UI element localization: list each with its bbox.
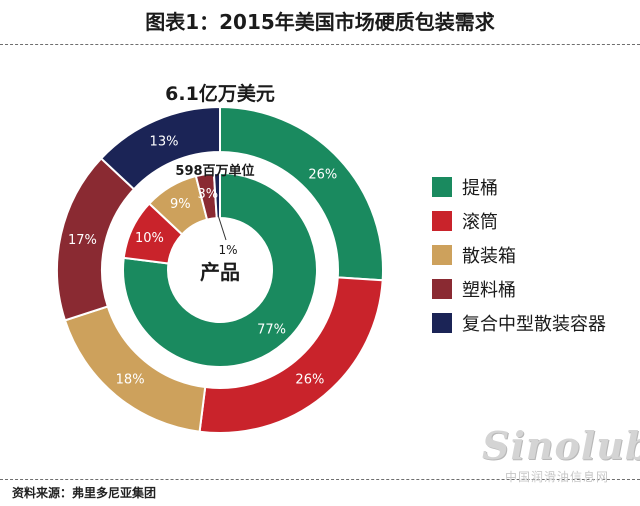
- legend-item: 散装箱: [432, 238, 606, 272]
- inner-slice-1: [122, 171, 318, 368]
- legend-item: 复合中型散装容器: [432, 306, 606, 340]
- inner-ring-title: 598百万单位: [175, 163, 254, 179]
- center-label: 产品: [200, 260, 240, 284]
- legend-swatch: [432, 245, 452, 265]
- slice-labels: 26% 26% 18% 17% 13% 77% 10% 9% 3% 1%: [68, 135, 337, 388]
- legend-swatch: [432, 279, 452, 299]
- inner-slice-5: [212, 171, 221, 220]
- watermark-text: 中国润滑油信息网: [504, 470, 609, 484]
- legend: 提桶 滚筒 散装箱 塑料桶 复合中型散装容器: [432, 170, 606, 340]
- inner-slice-label: 3%: [197, 187, 218, 202]
- inner-slice-label: 9%: [170, 197, 191, 212]
- inner-slice-label: 1%: [218, 243, 237, 257]
- outer-slice-label: 26%: [295, 373, 324, 388]
- legend-swatch: [432, 177, 452, 197]
- outer-slice-label: 18%: [116, 373, 145, 388]
- outer-slice-label: 26%: [308, 167, 337, 182]
- legend-swatch: [432, 313, 452, 333]
- outer-slice-5: [99, 105, 221, 191]
- legend-item: 塑料桶: [432, 272, 606, 306]
- legend-label: 复合中型散装容器: [462, 314, 606, 335]
- legend-item: 提桶: [432, 170, 606, 204]
- legend-swatch: [432, 211, 452, 231]
- footer-divider: [0, 479, 640, 480]
- double-donut-chart: 26% 26% 18% 17% 13% 77% 10% 9% 3% 1% 6.1亿万美元 598百…: [56, 82, 384, 434]
- inner-slice-label: 77%: [257, 323, 286, 338]
- title-divider: [0, 44, 640, 45]
- watermark-logo: Sinolub: [482, 423, 640, 468]
- leader-line: [217, 215, 227, 241]
- chart-title: 图表1：2015年美国市场硬质包装需求: [145, 10, 495, 34]
- legend-label: 塑料桶: [462, 280, 516, 301]
- legend-label: 散装箱: [462, 246, 516, 267]
- watermark: Sinolub 中国润滑油信息网: [482, 423, 640, 485]
- source-note: 资料来源：弗里多尼亚集团: [12, 486, 157, 500]
- outer-slice-label: 13%: [150, 135, 179, 150]
- legend-item: 滚筒: [432, 204, 606, 238]
- center-hole: [170, 220, 270, 320]
- legend-label: 滚筒: [462, 212, 498, 233]
- inner-slice-label: 10%: [135, 231, 164, 246]
- outer-ring-title: 6.1亿万美元: [165, 82, 275, 105]
- inner-ring: [122, 171, 318, 368]
- outer-slice-label: 17%: [68, 233, 97, 248]
- legend-label: 提桶: [462, 178, 498, 199]
